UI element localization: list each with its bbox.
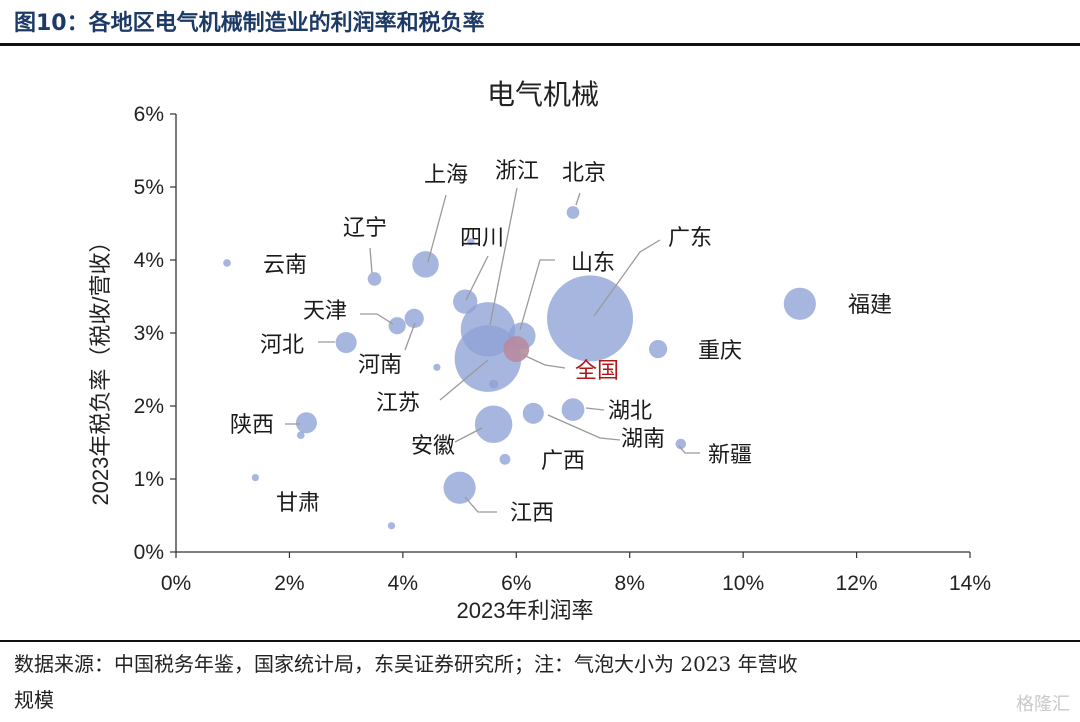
source-line-2: 规模: [14, 688, 54, 712]
leader-line-全国: [516, 351, 566, 369]
point-label-安徽: 安徽: [411, 434, 455, 459]
bubble-陕西: [295, 412, 317, 434]
y-tick-label: 3%: [134, 322, 164, 345]
leader-line-北京: [575, 192, 581, 206]
bubble-北京: [566, 206, 580, 219]
point-label-江西: 江西: [510, 501, 554, 526]
figure-title: 图10：各地区电气机械制造业的利润率和税负率: [14, 11, 485, 36]
leader-line-上海: [427, 194, 447, 263]
y-tick-label: 4%: [134, 249, 164, 272]
bubble-全国: [503, 336, 530, 362]
point-label-江苏: 江苏: [376, 391, 420, 416]
top-rule: [0, 43, 1080, 46]
leader-line-山东: [519, 259, 555, 331]
point-label-全国: 全国: [575, 359, 619, 384]
y-tick-label: 5%: [134, 176, 164, 199]
leader-line-江西: [464, 496, 497, 513]
y-tick-label: 2%: [134, 395, 164, 418]
bubble-云南: [223, 259, 231, 267]
bubble-unlabeled: [467, 238, 475, 246]
point-label-辽宁: 辽宁: [343, 216, 387, 241]
bubble-河南: [388, 317, 406, 335]
point-label-甘肃: 甘肃: [276, 491, 320, 516]
point-label-湖南: 湖南: [621, 427, 665, 452]
x-tick-label: 12%: [836, 572, 878, 595]
bubble-浙江: [460, 302, 516, 357]
leader-line-天津: [360, 313, 394, 325]
point-label-福建: 福建: [848, 293, 892, 318]
x-tick-label: 2%: [274, 572, 304, 595]
bubble-河北: [335, 331, 357, 354]
x-tick-label: 0%: [161, 572, 191, 595]
point-label-北京: 北京: [562, 161, 606, 186]
point-label-天津: 天津: [303, 299, 347, 324]
y-tick-label: 6%: [134, 103, 164, 126]
bubble-江西: [443, 471, 476, 504]
x-tick-label: 8%: [615, 572, 645, 595]
source-line-1: 数据来源：中国税务年鉴，国家统计局，东吴证券研究所；注：气泡大小为 2023 年…: [14, 652, 798, 676]
point-label-新疆: 新疆: [708, 443, 752, 468]
point-label-湖北: 湖北: [608, 399, 652, 424]
bubble-广东: [547, 275, 634, 362]
point-label-四川: 四川: [460, 226, 504, 251]
source-note: 数据来源：中国税务年鉴，国家统计局，东吴证券研究所；注：气泡大小为 2023 年…: [14, 646, 1064, 718]
x-tick-label: 6%: [501, 572, 531, 595]
bubble-chart: 电气机械 0% 1% 2% 3% 4% 5% 6% 0% 2% 4% 6% 8% 10% 12% 14% 广…: [88, 78, 991, 623]
bubble-四川: [453, 289, 478, 314]
leader-line-广东: [593, 239, 661, 317]
leader-line-四川: [465, 255, 489, 301]
leader-line-安徽: [454, 427, 483, 443]
x-tick-label: 4%: [388, 572, 418, 595]
bubble-湖南: [522, 402, 544, 424]
point-label-重庆: 重庆: [698, 339, 742, 364]
point-label-上海: 上海: [424, 163, 468, 188]
bubble-unlabeled: [387, 522, 396, 530]
bubble-福建: [783, 287, 816, 320]
x-tick-label: 10%: [722, 572, 764, 595]
bottom-rule: [0, 640, 1080, 642]
point-label-河南: 河南: [358, 353, 402, 378]
bubble-广西: [499, 453, 511, 465]
bubble-安徽: [474, 405, 513, 443]
point-label-河北: 河北: [260, 333, 304, 358]
x-tick-label: 14%: [949, 572, 991, 595]
point-label-山东: 山东: [571, 251, 615, 276]
watermark-logo: 格隆汇: [1016, 694, 1070, 715]
leader-line-浙江: [489, 187, 518, 326]
point-label-云南: 云南: [263, 253, 307, 278]
chart-axes: 0% 1% 2% 3% 4% 5% 6% 0% 2% 4% 6% 8% 10% 12% 14%: [134, 103, 991, 595]
bubble-unlabeled: [296, 431, 305, 440]
point-label-广西: 广西: [541, 449, 585, 474]
y-axis-title: 2023年税负率（税收/营收）: [88, 230, 113, 505]
bubble-unlabeled: [489, 379, 499, 389]
bubble-新疆: [675, 438, 687, 450]
leader-line-辽宁: [369, 247, 373, 274]
y-tick-label: 1%: [134, 468, 164, 491]
leader-line-河南: [404, 322, 416, 351]
bubble-天津: [404, 308, 424, 329]
bubble-重庆: [648, 339, 668, 359]
point-label-浙江: 浙江: [495, 159, 539, 184]
chart-bubbles: [223, 206, 816, 530]
bubble-上海: [412, 251, 439, 278]
point-label-广东: 广东: [668, 226, 712, 251]
bubble-辽宁: [367, 272, 382, 286]
bubble-unlabeled: [433, 363, 441, 371]
leader-line-江苏: [439, 359, 489, 401]
leader-line-湖北: [585, 407, 605, 411]
bubble-甘肃: [251, 473, 259, 482]
x-axis-title: 2023年利润率: [457, 598, 594, 623]
leader-line-湖南: [547, 414, 621, 441]
bubble-湖北: [561, 398, 585, 422]
point-label-陕西: 陕西: [230, 413, 274, 438]
leader-line-新疆: [678, 445, 700, 454]
y-tick-label: 0%: [134, 541, 164, 564]
chart-title: 电气机械: [487, 78, 599, 111]
